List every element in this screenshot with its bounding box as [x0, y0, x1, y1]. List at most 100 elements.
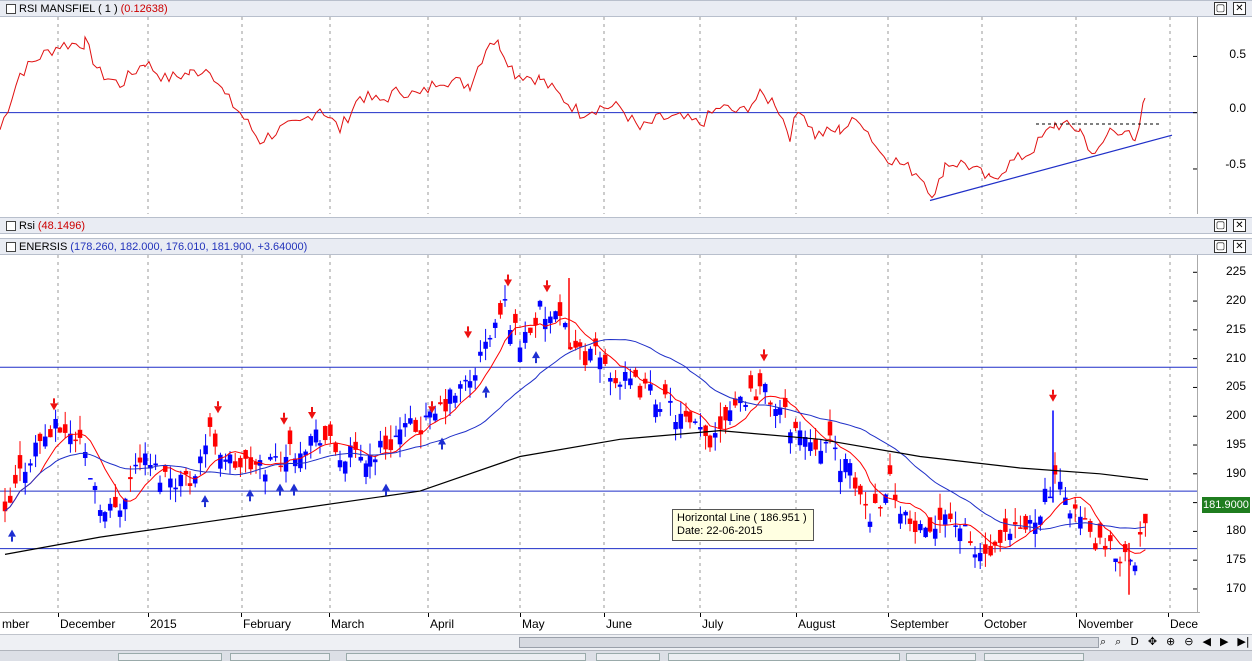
candle-body — [843, 459, 848, 473]
candle-body — [227, 454, 233, 464]
candle-body — [287, 430, 293, 445]
candle-body — [1113, 558, 1118, 562]
candle-body — [753, 396, 759, 401]
candle-body — [157, 482, 163, 493]
candle-body — [932, 528, 938, 539]
candle-body — [423, 415, 429, 418]
date-tick — [148, 613, 149, 617]
candle-body — [383, 435, 388, 450]
candle-body — [903, 511, 908, 516]
candle-body — [492, 322, 498, 328]
candle-body — [662, 384, 668, 395]
candle-body — [378, 440, 383, 448]
close-button[interactable]: ✕ — [1233, 240, 1246, 253]
candle-body — [622, 371, 628, 381]
candle-body — [212, 433, 218, 447]
price-pane: 225220215210205200195190185180175170 181… — [0, 255, 1252, 612]
date-tick — [982, 613, 983, 617]
price-chart[interactable] — [0, 255, 1198, 612]
candle-body — [128, 477, 133, 480]
candle-body — [878, 507, 883, 509]
candle-body — [757, 373, 763, 387]
candle-body — [353, 441, 358, 450]
candle-body — [1057, 481, 1063, 490]
sell-arrow-icon — [546, 280, 548, 286]
candle-body — [762, 383, 768, 393]
candle-body — [562, 322, 568, 328]
candle-body — [692, 421, 698, 423]
price-scale: 225220215210205200195190185180175170 — [1197, 255, 1252, 612]
mid-moving-average — [4, 338, 1146, 530]
mansfield-chart — [0, 17, 1198, 214]
candle-body — [597, 357, 603, 370]
candle-body — [487, 337, 493, 340]
date-label: Dece — [1170, 617, 1199, 631]
candle-body — [912, 520, 918, 533]
pane-checkbox[interactable] — [6, 242, 16, 252]
restore-button[interactable]: ▢ — [1214, 219, 1227, 232]
date-label: December — [60, 617, 116, 631]
restore-button[interactable]: ▢ — [1214, 2, 1227, 15]
pane-checkbox[interactable] — [6, 4, 16, 14]
candle-body — [92, 485, 98, 491]
date-label: May — [522, 617, 545, 631]
zoom-in-icon[interactable]: ⊕ — [1166, 635, 1176, 648]
candle-body — [1108, 535, 1113, 542]
candle-body — [1082, 518, 1088, 520]
candle-body — [1117, 561, 1123, 564]
candle-body — [22, 471, 28, 483]
date-tick — [700, 613, 701, 617]
end-icon[interactable]: ▶| — [1237, 635, 1250, 648]
d-icon[interactable]: D — [1130, 635, 1139, 648]
horizontal-scrollbar[interactable]: ||| — [519, 637, 1099, 648]
candle-body — [467, 381, 473, 388]
price-pane-header: ENERSIS (178.260, 182.000, 176.010, 181.… — [0, 238, 1252, 255]
binoculars-icon[interactable]: ⊖ — [1184, 635, 1194, 648]
restore-button[interactable]: ▢ — [1214, 240, 1227, 253]
candle-body — [582, 351, 588, 366]
pane-checkbox[interactable] — [6, 221, 16, 231]
date-tick — [1076, 613, 1077, 617]
candle-body — [53, 418, 58, 429]
candle-body — [223, 459, 228, 462]
candle-body — [1027, 519, 1033, 524]
mansfield-title: RSI MANSFIEL ( 1 ) — [19, 3, 118, 15]
date-tick — [604, 613, 605, 617]
close-button[interactable]: ✕ — [1233, 219, 1246, 232]
date-label: September — [890, 617, 949, 631]
candle-body — [137, 457, 143, 463]
candle-body — [458, 384, 463, 389]
sell-arrow-icon — [504, 279, 512, 287]
buy-arrow-icon — [535, 358, 537, 364]
candle-body — [1042, 488, 1048, 502]
candle-body — [513, 313, 518, 323]
buy-arrow-icon — [276, 483, 284, 491]
candle-body — [517, 347, 523, 362]
candle-body — [48, 429, 53, 438]
candle-body — [1143, 513, 1148, 524]
date-label: April — [430, 617, 455, 631]
candle-body — [608, 377, 613, 382]
candle-body — [502, 299, 508, 301]
candle-body — [768, 402, 773, 405]
candle-body — [1047, 496, 1053, 499]
candle-body — [1023, 515, 1028, 530]
candle-body — [1132, 565, 1138, 572]
mansfield-tick: -0.5 — [1225, 157, 1246, 171]
close-button[interactable]: ✕ — [1233, 2, 1246, 15]
mansfield-tick: 0.5 — [1229, 47, 1246, 61]
candle-body — [13, 474, 18, 484]
move-icon[interactable]: ✥ — [1147, 635, 1158, 648]
next-icon[interactable]: ▶ — [1219, 635, 1229, 648]
candle-body — [867, 521, 873, 527]
candle-body — [668, 400, 673, 403]
candle-body — [872, 493, 878, 503]
candle-body — [97, 510, 103, 516]
candle-body — [342, 461, 348, 474]
zoom-fit-icon[interactable]: ⌕ — [1100, 635, 1107, 648]
prev-icon[interactable]: ◀ — [1202, 635, 1211, 648]
trend-line — [929, 134, 1173, 202]
candle-body — [977, 552, 983, 562]
zoom-out-icon[interactable]: ⌕ — [1115, 635, 1122, 648]
candle-body — [483, 341, 488, 349]
